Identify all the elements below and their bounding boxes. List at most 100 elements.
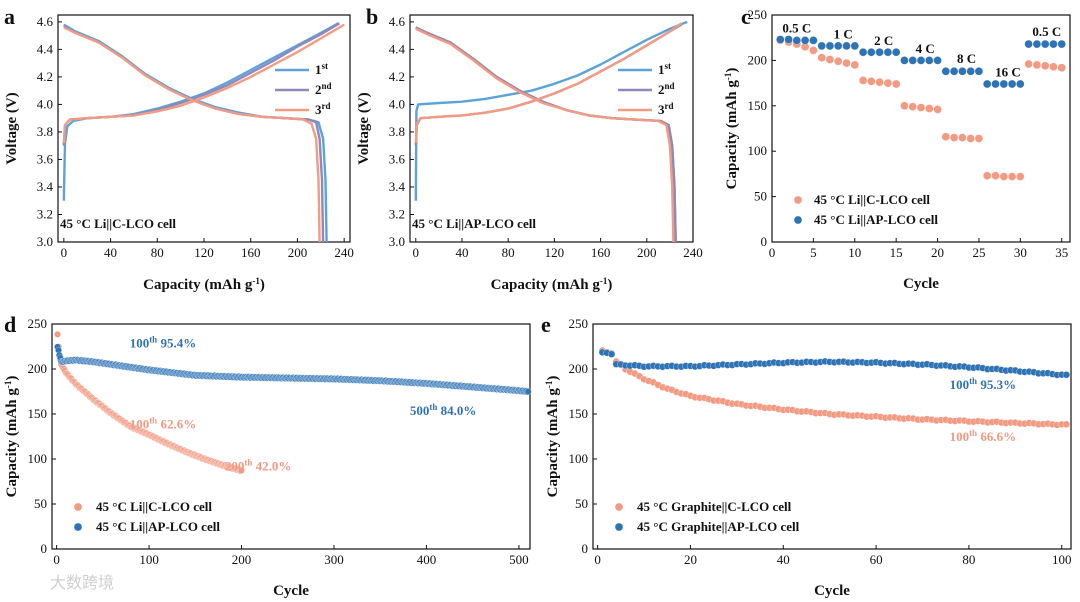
y-tick-label: 4.4 [389, 41, 406, 56]
x-tick-label: 120 [545, 245, 565, 260]
rate-point [842, 41, 851, 51]
rate-point [974, 134, 984, 143]
rate-point [817, 53, 826, 62]
rate-label: 8 C [957, 51, 976, 66]
y-tick-label: 250 [748, 7, 768, 22]
cycle-point [524, 388, 532, 395]
y-tick-label: 100 [569, 451, 589, 466]
x-tick-label: 300 [324, 552, 344, 567]
panel-a-voltage-profile-c-lco: 0 40 80 120 160 200 240 3.0 3.2 3.4 3.6 3.8 4.0 4.2 4.… [4, 4, 354, 293]
voltage-curve-3rd-charge [62, 23, 345, 143]
x-axis-label: Cycle [903, 276, 939, 292]
rate-point [908, 102, 917, 111]
plot-frame [592, 323, 1072, 550]
rate-point [1057, 39, 1066, 49]
rate-point [1007, 79, 1017, 89]
panel-letter: e [541, 312, 551, 337]
x-tick-label: 20 [931, 245, 944, 260]
cell-label: 45 °C Li||AP-LCO cell [412, 216, 536, 231]
rate-point [1024, 39, 1033, 49]
rate-point [925, 56, 934, 65]
legend-label: 45 °C Li||AP-LCO cell [814, 212, 938, 227]
legend-label: 3rd [315, 101, 331, 117]
rate-point [958, 133, 967, 142]
cell-label: 45 °C Li||C-LCO cell [60, 216, 176, 231]
x-axis-label: Cycle [273, 583, 309, 599]
rate-point [1016, 79, 1025, 89]
legend-marker [73, 502, 83, 512]
y-tick-label: 0 [582, 541, 589, 556]
rate-point [892, 79, 901, 89]
x-tick-label: 100 [1052, 552, 1072, 567]
rate-point [809, 46, 818, 55]
y-axis-label: Voltage (V) [356, 92, 372, 164]
retention-annotation: 500th 84.0% [410, 402, 477, 418]
x-tick-label: 40 [455, 245, 468, 260]
legend-marker [614, 522, 624, 532]
x-tick-label: 80 [151, 245, 164, 260]
x-tick-label: 10 [848, 245, 861, 260]
retention-annotation: 100th 66.6% [950, 428, 1017, 444]
rate-point [949, 67, 959, 76]
rate-label: 1 C [834, 27, 853, 42]
voltage-curve-3rd-charge [414, 22, 683, 143]
retention-annotation: 100th 95.4% [130, 334, 197, 350]
legend-label: 3rd [658, 101, 674, 117]
panel-e-graphite-cycling: 0 20 40 60 80 100 0 50 100 150 200 250 Cycle Capacity… [541, 312, 1072, 599]
rate-point [817, 41, 826, 51]
rate-label: 0.5 C [1032, 24, 1061, 39]
rate-point [974, 67, 984, 76]
x-tick-label: 240 [683, 245, 703, 260]
x-tick-label: 200 [637, 245, 657, 260]
rate-point [892, 48, 901, 57]
rate-point [875, 48, 884, 57]
voltage-curve-1st-discharge [415, 26, 677, 243]
legend-label: 1st [315, 61, 328, 77]
rate-point [1007, 172, 1017, 181]
rate-point [842, 58, 851, 68]
y-tick-label: 50 [575, 496, 588, 511]
y-tick-label: 3.4 [37, 179, 54, 194]
rate-point [941, 132, 950, 141]
retention-annotation: 100th 62.6% [130, 415, 197, 431]
y-tick-label: 3.2 [37, 206, 53, 221]
plot-frame [51, 323, 531, 550]
y-tick-label: 3.0 [389, 234, 405, 249]
rate-point [809, 36, 818, 45]
legend-marker [73, 522, 83, 532]
rate-point [1016, 172, 1025, 181]
rate-point [949, 133, 959, 142]
legend-marker [793, 195, 803, 205]
x-tick-label: 15 [890, 245, 903, 260]
x-tick-label: 500 [509, 552, 529, 567]
x-tick-label: 0 [413, 245, 420, 260]
voltage-curve-2nd-discharge [415, 26, 677, 243]
rate-point [966, 67, 975, 76]
y-tick-label: 200 [28, 361, 48, 376]
y-tick-label: 3.8 [37, 124, 53, 139]
x-tick-label: 20 [684, 552, 697, 567]
legend-label: 45 °C Graphite||C-LCO cell [637, 499, 792, 514]
rate-point [850, 41, 859, 51]
x-axis-label: Cycle [814, 583, 850, 599]
legend-marker [793, 215, 803, 225]
legend-marker [614, 502, 624, 512]
plot-frame [57, 14, 351, 243]
voltage-curve-3rd-discharge [415, 27, 675, 243]
panel-letter: b [366, 4, 378, 29]
rate-point [858, 76, 868, 85]
rate-point [1032, 39, 1042, 49]
y-tick-label: 4.6 [389, 14, 406, 29]
cycle-point [54, 330, 61, 338]
x-tick-label: 25 [972, 245, 985, 260]
y-tick-label: 4.2 [37, 69, 53, 84]
rate-point [1041, 39, 1050, 49]
rate-point [925, 104, 934, 113]
rate-point [983, 171, 992, 180]
x-axis-label: Capacity (mAh g-1) [143, 276, 265, 293]
rate-point [991, 171, 1000, 180]
panel-b-voltage-profile-ap-lco: 0 40 80 120 160 200 240 3.0 3.2 3.4 3.6 3.8 4.0 4.2 4.… [356, 4, 703, 293]
x-tick-label: 40 [777, 552, 790, 567]
y-tick-label: 4.4 [37, 41, 54, 56]
plot-frame [771, 14, 1071, 243]
